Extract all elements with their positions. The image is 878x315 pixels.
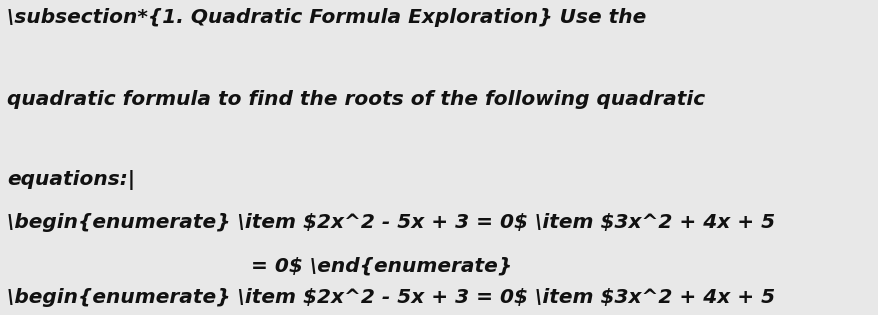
Text: quadratic formula to find the roots of the following quadratic: quadratic formula to find the roots of t… xyxy=(7,90,704,109)
Text: \begin{enumerate} \item $2x^2 - 5x + 3 = 0$ \item $3x^2 + 4x + 5: \begin{enumerate} \item $2x^2 - 5x + 3 =… xyxy=(7,213,774,232)
Text: \subsection*{1. Quadratic Formula Exploration} Use the: \subsection*{1. Quadratic Formula Explor… xyxy=(7,8,645,27)
Text: = 0$ \end{enumerate}: = 0$ \end{enumerate} xyxy=(250,257,511,276)
Text: \begin{enumerate} \item $2x^2 - 5x + 3 = 0$ \item $3x^2 + 4x + 5: \begin{enumerate} \item $2x^2 - 5x + 3 =… xyxy=(7,288,774,307)
Text: equations:|: equations:| xyxy=(7,170,135,190)
